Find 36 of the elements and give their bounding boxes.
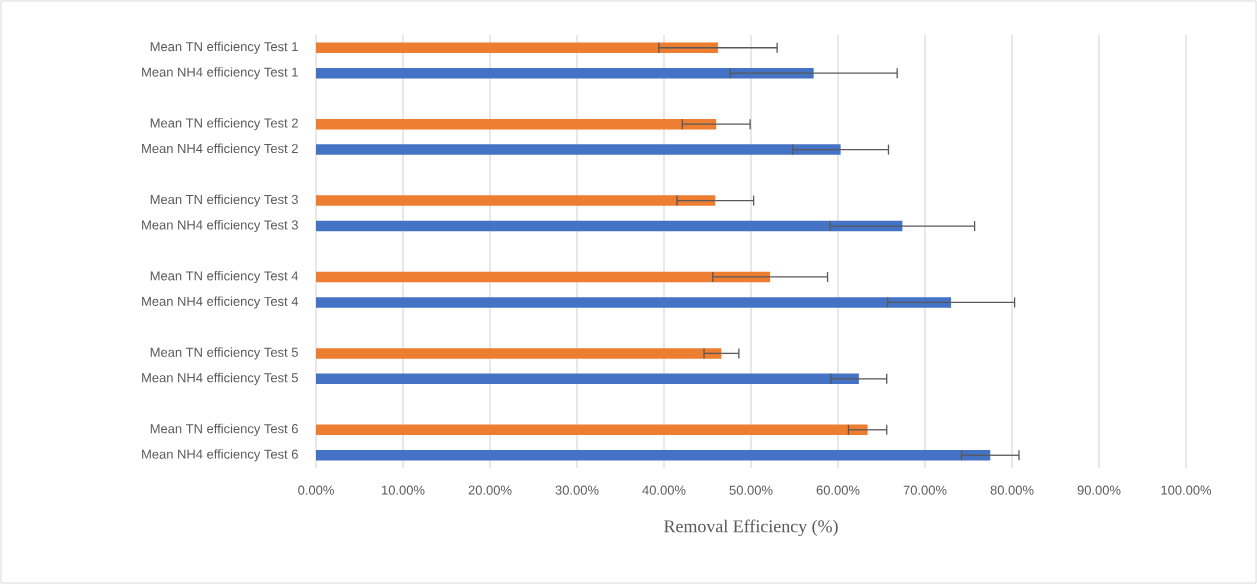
y-tick-label: Mean TN efficiency Test 5 (150, 347, 298, 360)
y-tick-label: Mean NH4 efficiency Test 1 (142, 67, 298, 80)
bar (316, 144, 841, 155)
x-tick-label: 30.00% (555, 485, 599, 495)
bar (316, 271, 771, 283)
bar (316, 297, 952, 308)
y-tick-label: Mean TN efficiency Test 2 (150, 118, 298, 131)
x-tick-label: 80.00% (990, 485, 1034, 495)
y-tick-label: Mean NH4 efficiency Test 2 (142, 143, 298, 156)
y-tick-label: Mean TN efficiency Test 6 (150, 423, 298, 436)
bar (316, 450, 991, 461)
x-tick-label: 90.00% (1077, 485, 1121, 495)
bar (316, 42, 718, 53)
x-tick-label: 20.00% (468, 485, 512, 495)
y-tick-label: Mean TN efficiency Test 4 (150, 270, 299, 284)
bar (316, 67, 814, 79)
x-tick-label: 60.00% (816, 485, 860, 495)
bar (316, 195, 716, 206)
y-tick-label: Mean NH4 efficiency Test 5 (142, 372, 298, 385)
x-tick-label: 40.00% (642, 485, 686, 495)
bar (316, 348, 722, 359)
bar (316, 424, 868, 436)
x-tick-label: 50.00% (729, 485, 773, 495)
y-tick-label: Mean TN efficiency Test 3 (150, 194, 298, 207)
y-tick-label: Mean NH4 efficiency Test 4 (142, 296, 299, 309)
y-tick-label: Mean NH4 efficiency Test 3 (142, 219, 298, 233)
y-tick-label: Mean TN efficiency Test 1 (150, 41, 298, 54)
x-tick-label: 0.00% (298, 485, 334, 495)
x-tick-label: 10.00% (382, 485, 425, 495)
y-tick-label: Mean NH4 efficiency Test 6 (142, 449, 298, 462)
bar (316, 118, 717, 130)
bar (316, 220, 903, 232)
x-tick-label: 70.00% (903, 485, 947, 495)
bar (316, 373, 859, 385)
x-axis-title: Removal Efficiency (%) (664, 519, 838, 537)
x-tick-label: 100.00% (1161, 485, 1212, 495)
